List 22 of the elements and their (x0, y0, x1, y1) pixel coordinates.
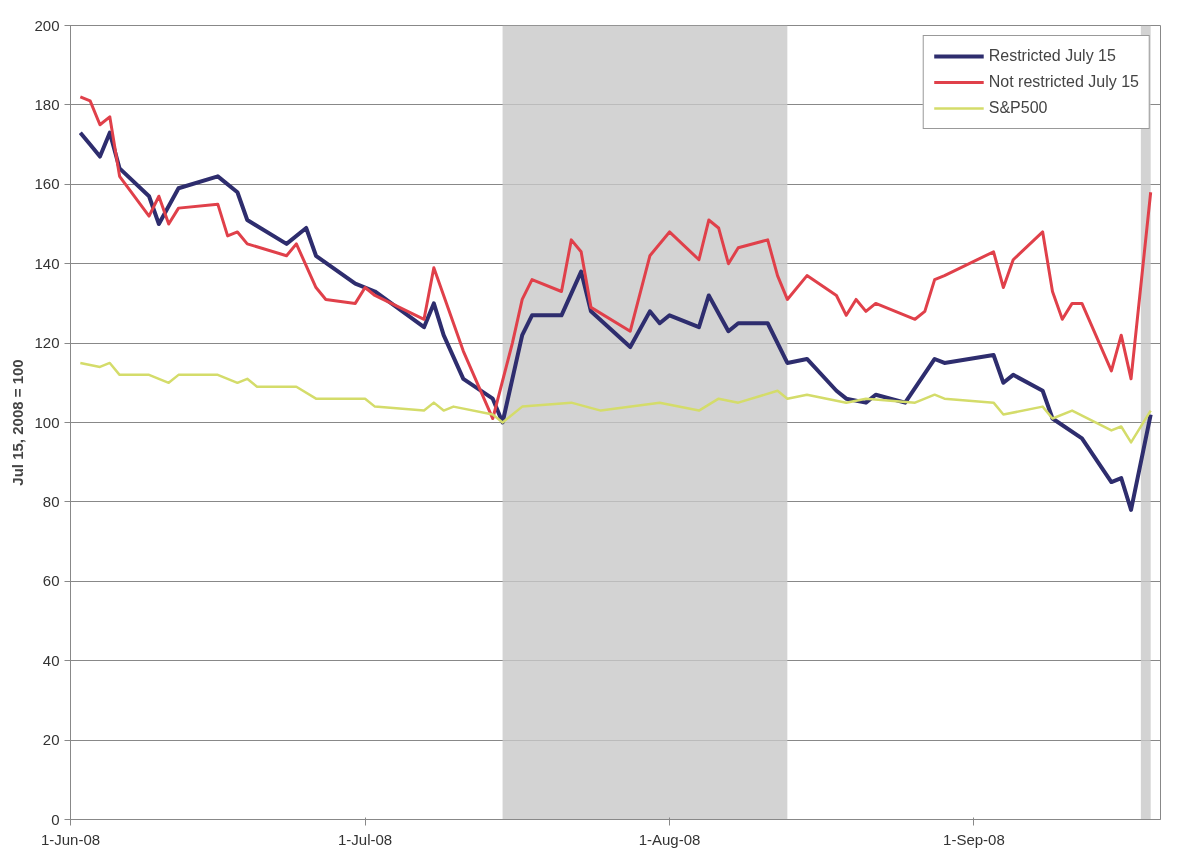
x-tick-label: 1-Jul-08 (338, 830, 393, 848)
line-series (79, 361, 1152, 444)
x-tick-label: 1-Aug-08 (638, 830, 701, 848)
y-tick-label: 100 (34, 413, 60, 431)
y-tick-label: 200 (34, 16, 60, 34)
y-tick-label: 120 (34, 334, 60, 352)
line-series (78, 130, 1153, 512)
y-axis-title: Jul 15, 2008 = 100 (9, 359, 27, 486)
legend-label: Restricted July 15 (988, 47, 1116, 65)
x-tick-label: 1-Jun-08 (40, 830, 101, 848)
line-series (78, 95, 1153, 421)
legend-label: S&P500 (988, 99, 1048, 117)
y-tick-label: 60 (42, 572, 60, 590)
y-tick-label: 0 (51, 810, 60, 828)
y-tick-label: 20 (42, 731, 60, 749)
y-tick-label: 160 (34, 175, 60, 193)
x-tick-label: 1-Sep-08 (943, 830, 1005, 848)
y-tick-label: 80 (42, 492, 60, 510)
y-tick-label: 140 (34, 254, 60, 272)
y-tick-label: 180 (34, 95, 60, 113)
y-tick-label: 40 (42, 651, 60, 669)
legend-label: Not restricted July 15 (988, 73, 1139, 91)
